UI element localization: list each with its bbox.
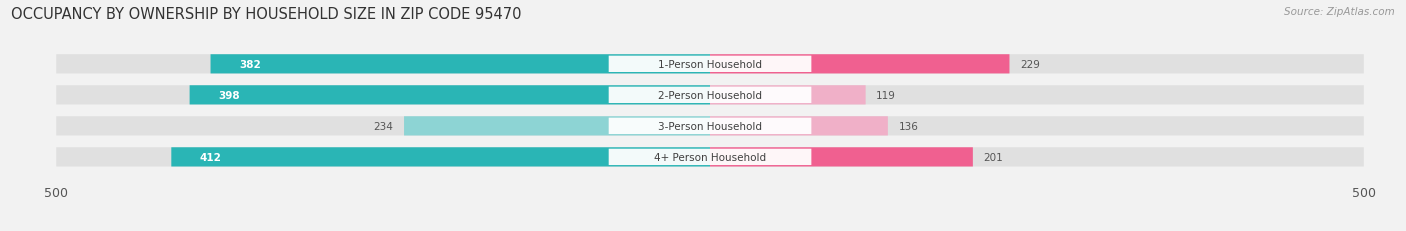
FancyBboxPatch shape (56, 86, 1364, 105)
Text: 4+ Person Household: 4+ Person Household (654, 152, 766, 162)
Text: 136: 136 (898, 121, 918, 131)
FancyBboxPatch shape (211, 55, 710, 74)
FancyBboxPatch shape (56, 148, 1364, 167)
Text: 1-Person Household: 1-Person Household (658, 60, 762, 70)
Text: Source: ZipAtlas.com: Source: ZipAtlas.com (1284, 7, 1395, 17)
FancyBboxPatch shape (609, 149, 811, 165)
FancyBboxPatch shape (710, 117, 887, 136)
FancyBboxPatch shape (172, 148, 710, 167)
FancyBboxPatch shape (609, 56, 811, 73)
Text: 398: 398 (218, 91, 239, 100)
Text: 412: 412 (200, 152, 222, 162)
FancyBboxPatch shape (404, 117, 710, 136)
FancyBboxPatch shape (609, 118, 811, 134)
FancyBboxPatch shape (710, 86, 866, 105)
Text: 234: 234 (374, 121, 394, 131)
Text: OCCUPANCY BY OWNERSHIP BY HOUSEHOLD SIZE IN ZIP CODE 95470: OCCUPANCY BY OWNERSHIP BY HOUSEHOLD SIZE… (11, 7, 522, 22)
Text: 382: 382 (239, 60, 260, 70)
FancyBboxPatch shape (609, 87, 811, 103)
FancyBboxPatch shape (710, 148, 973, 167)
FancyBboxPatch shape (56, 117, 1364, 136)
Text: 3-Person Household: 3-Person Household (658, 121, 762, 131)
FancyBboxPatch shape (710, 55, 1010, 74)
Text: 229: 229 (1019, 60, 1040, 70)
FancyBboxPatch shape (190, 86, 710, 105)
FancyBboxPatch shape (56, 55, 1364, 74)
Text: 2-Person Household: 2-Person Household (658, 91, 762, 100)
Text: 119: 119 (876, 91, 896, 100)
Text: 201: 201 (983, 152, 1002, 162)
